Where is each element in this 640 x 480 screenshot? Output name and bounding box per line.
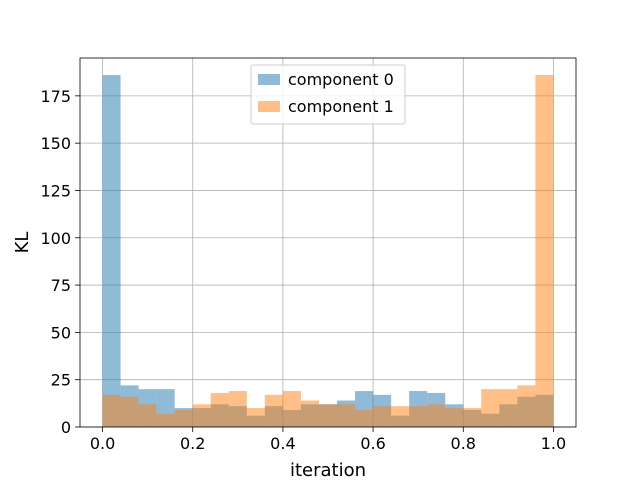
bar-component-1-bin-3	[156, 413, 175, 427]
x-tick-label-0: 0.0	[90, 434, 115, 453]
bar-component-1-bin-0	[102, 394, 121, 427]
bar-component-1-bin-9	[264, 394, 283, 427]
bar-component-1-bin-14	[355, 409, 374, 427]
x-axis-label: iteration	[290, 460, 366, 480]
bar-component-1-bin-6	[210, 392, 229, 427]
y-tick-label-7: 175	[40, 87, 71, 106]
bar-component-1-bin-1	[120, 396, 139, 427]
x-tick-label-5: 1.0	[541, 434, 566, 453]
legend-box	[250, 64, 406, 125]
x-tick-label-2: 0.4	[270, 434, 295, 453]
y-axis-label: KL	[12, 232, 33, 254]
bar-component-0-bin-0	[102, 75, 121, 428]
bar-component-1-bin-24	[535, 75, 554, 428]
bar-component-1-bin-4	[174, 409, 193, 427]
bar-component-1-bin-15	[373, 406, 392, 427]
y-tick-label-1: 25	[51, 371, 71, 390]
y-tick-label-6: 150	[40, 134, 71, 153]
bar-component-1-bin-10	[282, 391, 301, 427]
y-tick-label-2: 50	[51, 323, 71, 342]
bar-component-1-bin-20	[463, 408, 482, 427]
bar-component-1-bin-13	[337, 404, 356, 427]
legend-label-component-0: component 0	[288, 70, 394, 89]
histogram-bars	[102, 75, 554, 428]
bar-component-1-bin-5	[192, 404, 211, 427]
x-tick-label-3: 0.6	[360, 434, 385, 453]
y-tick-label-3: 75	[51, 276, 71, 295]
bar-component-1-bin-8	[246, 408, 265, 427]
y-tick-label-0: 0	[61, 418, 71, 437]
bar-component-1-bin-11	[300, 400, 319, 427]
bar-component-1-bin-16	[391, 406, 410, 427]
x-tick-label-4: 0.8	[451, 434, 476, 453]
bar-component-1-bin-2	[138, 404, 157, 427]
x-axis-ticks: 0.0 0.2 0.4 0.6 0.8 1.0	[90, 427, 566, 453]
legend-swatch-component-1	[258, 101, 280, 112]
axes-frame	[79, 57, 577, 428]
y-axis-ticks: 0 25 50 75 100 125 150 175	[40, 87, 80, 437]
bar-component-1-bin-17	[409, 406, 428, 427]
legend-swatch-component-0	[258, 74, 280, 85]
y-tick-label-5: 125	[40, 181, 71, 200]
bar-component-1-bin-19	[445, 408, 464, 427]
bar-component-1-bin-18	[427, 404, 446, 427]
bar-component-1-bin-21	[481, 389, 500, 427]
legend: component 0 component 1	[250, 64, 406, 125]
legend-label-component-1: component 1	[288, 97, 394, 116]
bar-component-1-bin-23	[517, 385, 536, 427]
bar-component-1-bin-22	[499, 389, 518, 427]
bar-component-1-bin-7	[228, 391, 247, 427]
bar-component-1-bin-12	[318, 404, 338, 427]
y-tick-label-4: 100	[40, 229, 71, 248]
x-tick-label-1: 0.2	[180, 434, 205, 453]
